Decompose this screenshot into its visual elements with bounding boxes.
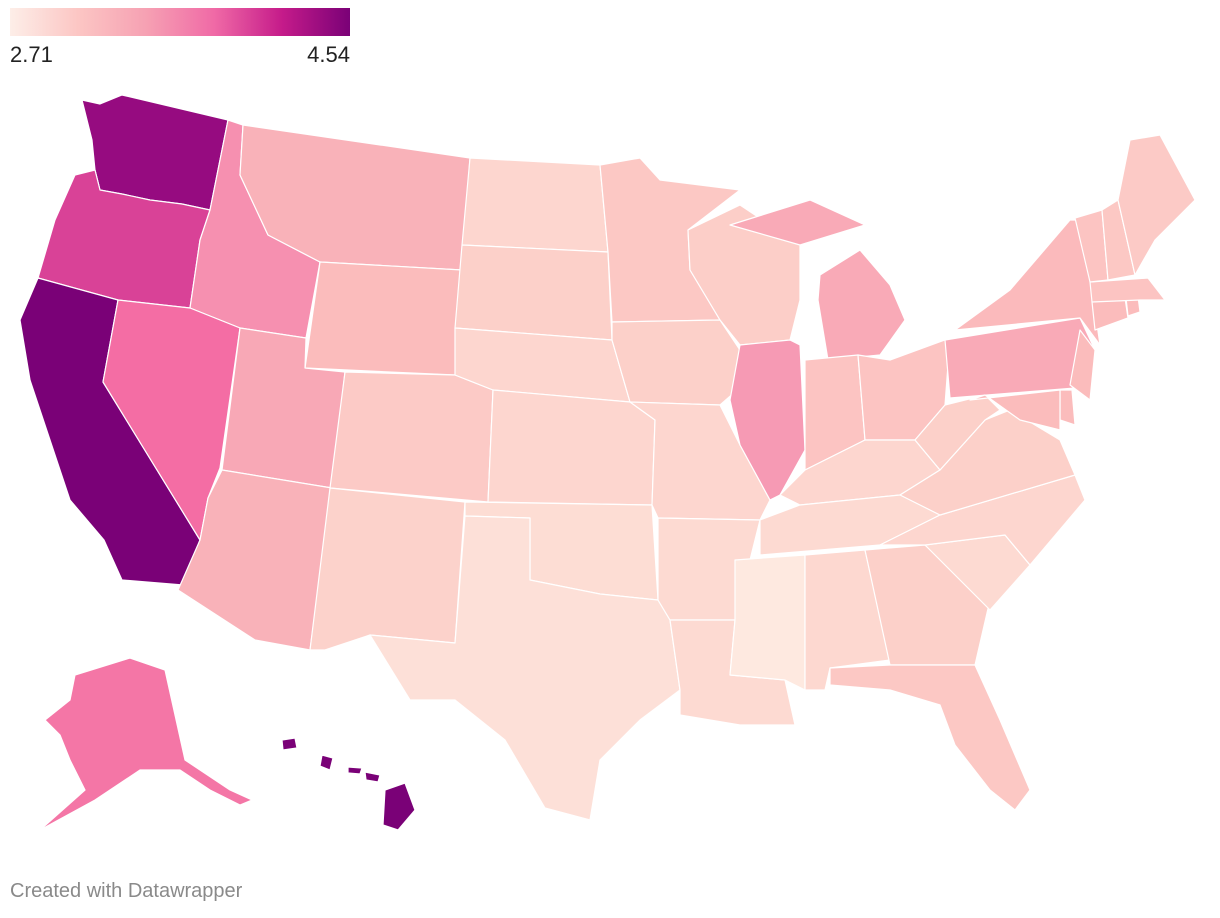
state-wyoming[interactable] <box>304 261 463 376</box>
state-delaware[interactable] <box>1059 389 1076 426</box>
state-maryland[interactable] <box>969 389 1061 431</box>
state-kansas[interactable] <box>487 389 656 506</box>
legend-max-label: 4.54 <box>307 42 350 67</box>
state-hawaii[interactable] <box>281 737 416 831</box>
legend-min-label: 2.71 <box>10 42 53 67</box>
legend-color-ramp <box>10 8 350 36</box>
state-mississippi[interactable] <box>729 554 806 691</box>
state-maine[interactable] <box>1117 134 1196 276</box>
state-alaska[interactable] <box>39 657 253 831</box>
credit-text: Created with Datawrapper <box>10 880 243 902</box>
state-west-virginia[interactable] <box>914 394 1001 471</box>
state-texas[interactable] <box>369 515 681 821</box>
state-massachusetts[interactable] <box>1089 277 1166 303</box>
state-florida[interactable] <box>829 664 1031 811</box>
state-south-dakota[interactable] <box>454 244 613 341</box>
state-new-mexico[interactable] <box>309 487 466 651</box>
state-michigan[interactable] <box>729 199 906 361</box>
state-iowa[interactable] <box>611 319 741 406</box>
legend: 2.71 4.54 <box>10 8 350 67</box>
state-colorado[interactable] <box>329 371 494 503</box>
state-connecticut[interactable] <box>1091 297 1129 331</box>
state-new-jersey[interactable] <box>1069 329 1096 401</box>
state-nevada[interactable] <box>102 299 241 541</box>
state-north-dakota[interactable] <box>461 157 609 253</box>
